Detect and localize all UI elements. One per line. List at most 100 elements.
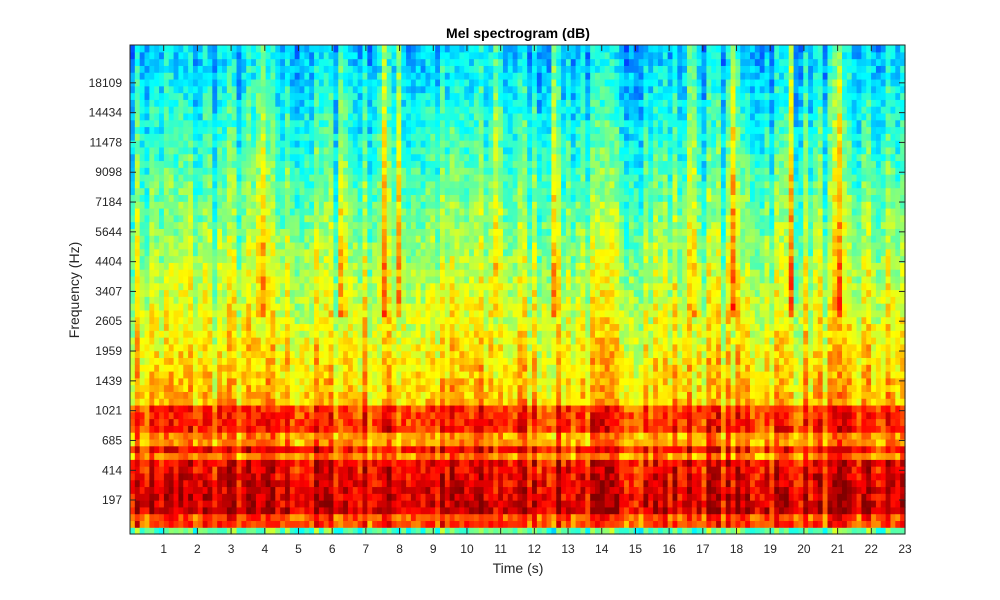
heatmap-cell	[163, 323, 170, 331]
heatmap-cell	[212, 337, 218, 345]
heatmap-cell	[255, 228, 262, 236]
heatmap-cell	[275, 269, 281, 277]
heatmap-cell	[396, 289, 402, 297]
heatmap-cell	[299, 330, 305, 338]
heatmap-cell	[357, 323, 364, 331]
heatmap-cell	[454, 112, 460, 121]
heatmap-cell	[367, 500, 373, 508]
heatmap-cell	[285, 438, 291, 447]
heatmap-cell	[280, 282, 286, 291]
heatmap-cell	[217, 214, 223, 223]
heatmap-cell	[386, 296, 393, 304]
heatmap-cell	[207, 527, 213, 535]
heatmap-cell	[372, 174, 378, 182]
heatmap-cell	[134, 153, 141, 162]
heatmap-cell	[178, 201, 184, 209]
heatmap-cell	[347, 466, 354, 474]
heatmap-cell	[241, 65, 247, 73]
heatmap-cell	[163, 160, 170, 168]
heatmap-cell	[236, 316, 242, 325]
heatmap-cell	[241, 133, 247, 141]
heatmap-cell	[130, 153, 136, 162]
heatmap-cell	[183, 527, 189, 535]
heatmap-cell	[367, 214, 373, 223]
heatmap-cell	[197, 146, 204, 155]
heatmap-cell	[338, 466, 344, 474]
heatmap-cell	[357, 506, 364, 515]
heatmap-cell	[323, 140, 330, 148]
heatmap-cell	[323, 330, 330, 338]
heatmap-cell	[236, 180, 242, 189]
heatmap-cell	[275, 201, 281, 209]
heatmap-cell	[255, 85, 262, 94]
heatmap-cell	[280, 343, 286, 352]
heatmap-cell	[163, 187, 170, 196]
heatmap-cell	[159, 303, 165, 311]
heatmap-cell	[217, 486, 223, 494]
heatmap-cell	[425, 106, 431, 114]
heatmap-cell	[372, 58, 378, 66]
heatmap-cell	[202, 418, 209, 426]
heatmap-cell	[459, 330, 465, 338]
heatmap-cell	[415, 45, 422, 53]
heatmap-cell	[304, 214, 310, 223]
heatmap-cell	[406, 126, 412, 134]
heatmap-cell	[410, 241, 417, 250]
heatmap-cell	[163, 248, 170, 257]
heatmap-cell	[217, 343, 223, 352]
heatmap-cell	[459, 303, 465, 311]
heatmap-cell	[410, 432, 417, 440]
heatmap-cell	[415, 51, 422, 60]
heatmap-cell	[299, 500, 305, 508]
heatmap-cell	[333, 479, 339, 488]
heatmap-cell	[367, 99, 373, 107]
heatmap-cell	[430, 119, 436, 128]
heatmap-cell	[444, 411, 451, 420]
heatmap-cell	[241, 282, 247, 291]
heatmap-cell	[289, 235, 296, 243]
heatmap-cell	[246, 51, 252, 60]
heatmap-cell	[275, 289, 281, 297]
heatmap-cell	[265, 520, 272, 528]
heatmap-cell	[357, 269, 364, 277]
heatmap-cell	[415, 146, 422, 155]
heatmap-cell	[323, 486, 330, 494]
heatmap-cell	[377, 153, 383, 162]
heatmap-cell	[144, 513, 150, 522]
heatmap-cell	[372, 235, 378, 243]
heatmap-cell	[149, 99, 155, 107]
heatmap-cell	[275, 493, 281, 501]
heatmap-cell	[246, 377, 252, 386]
heatmap-cell	[289, 248, 296, 257]
heatmap-cell	[367, 404, 373, 413]
heatmap-cell	[333, 337, 339, 345]
heatmap-cell	[188, 513, 194, 522]
heatmap-cell	[222, 140, 228, 148]
heatmap-cell	[202, 214, 209, 223]
heatmap-cell	[231, 425, 238, 433]
heatmap-cell	[144, 364, 150, 372]
heatmap-cell	[217, 58, 223, 66]
heatmap-cell	[386, 201, 393, 209]
heatmap-cell	[265, 316, 272, 325]
heatmap-cell	[197, 214, 204, 223]
heatmap-cell	[362, 452, 368, 460]
heatmap-cell	[226, 72, 233, 80]
heatmap-cell	[420, 337, 427, 345]
heatmap-cell	[454, 330, 460, 338]
heatmap-cell	[357, 160, 364, 168]
spectrogram-plot-area[interactable]	[129, 44, 906, 535]
heatmap-cell	[130, 275, 136, 284]
heatmap-cell	[328, 500, 335, 508]
heatmap-cell	[338, 323, 344, 331]
heatmap-cell	[318, 112, 325, 121]
heatmap-cell	[377, 58, 383, 66]
heatmap-cell	[357, 228, 364, 236]
heatmap-cell	[149, 262, 155, 270]
heatmap-cell	[130, 323, 136, 331]
heatmap-cell	[440, 174, 446, 182]
heatmap-cell	[406, 174, 412, 182]
heatmap-cell	[396, 493, 402, 501]
heatmap-cell	[183, 472, 189, 481]
heatmap-cell	[343, 255, 349, 263]
